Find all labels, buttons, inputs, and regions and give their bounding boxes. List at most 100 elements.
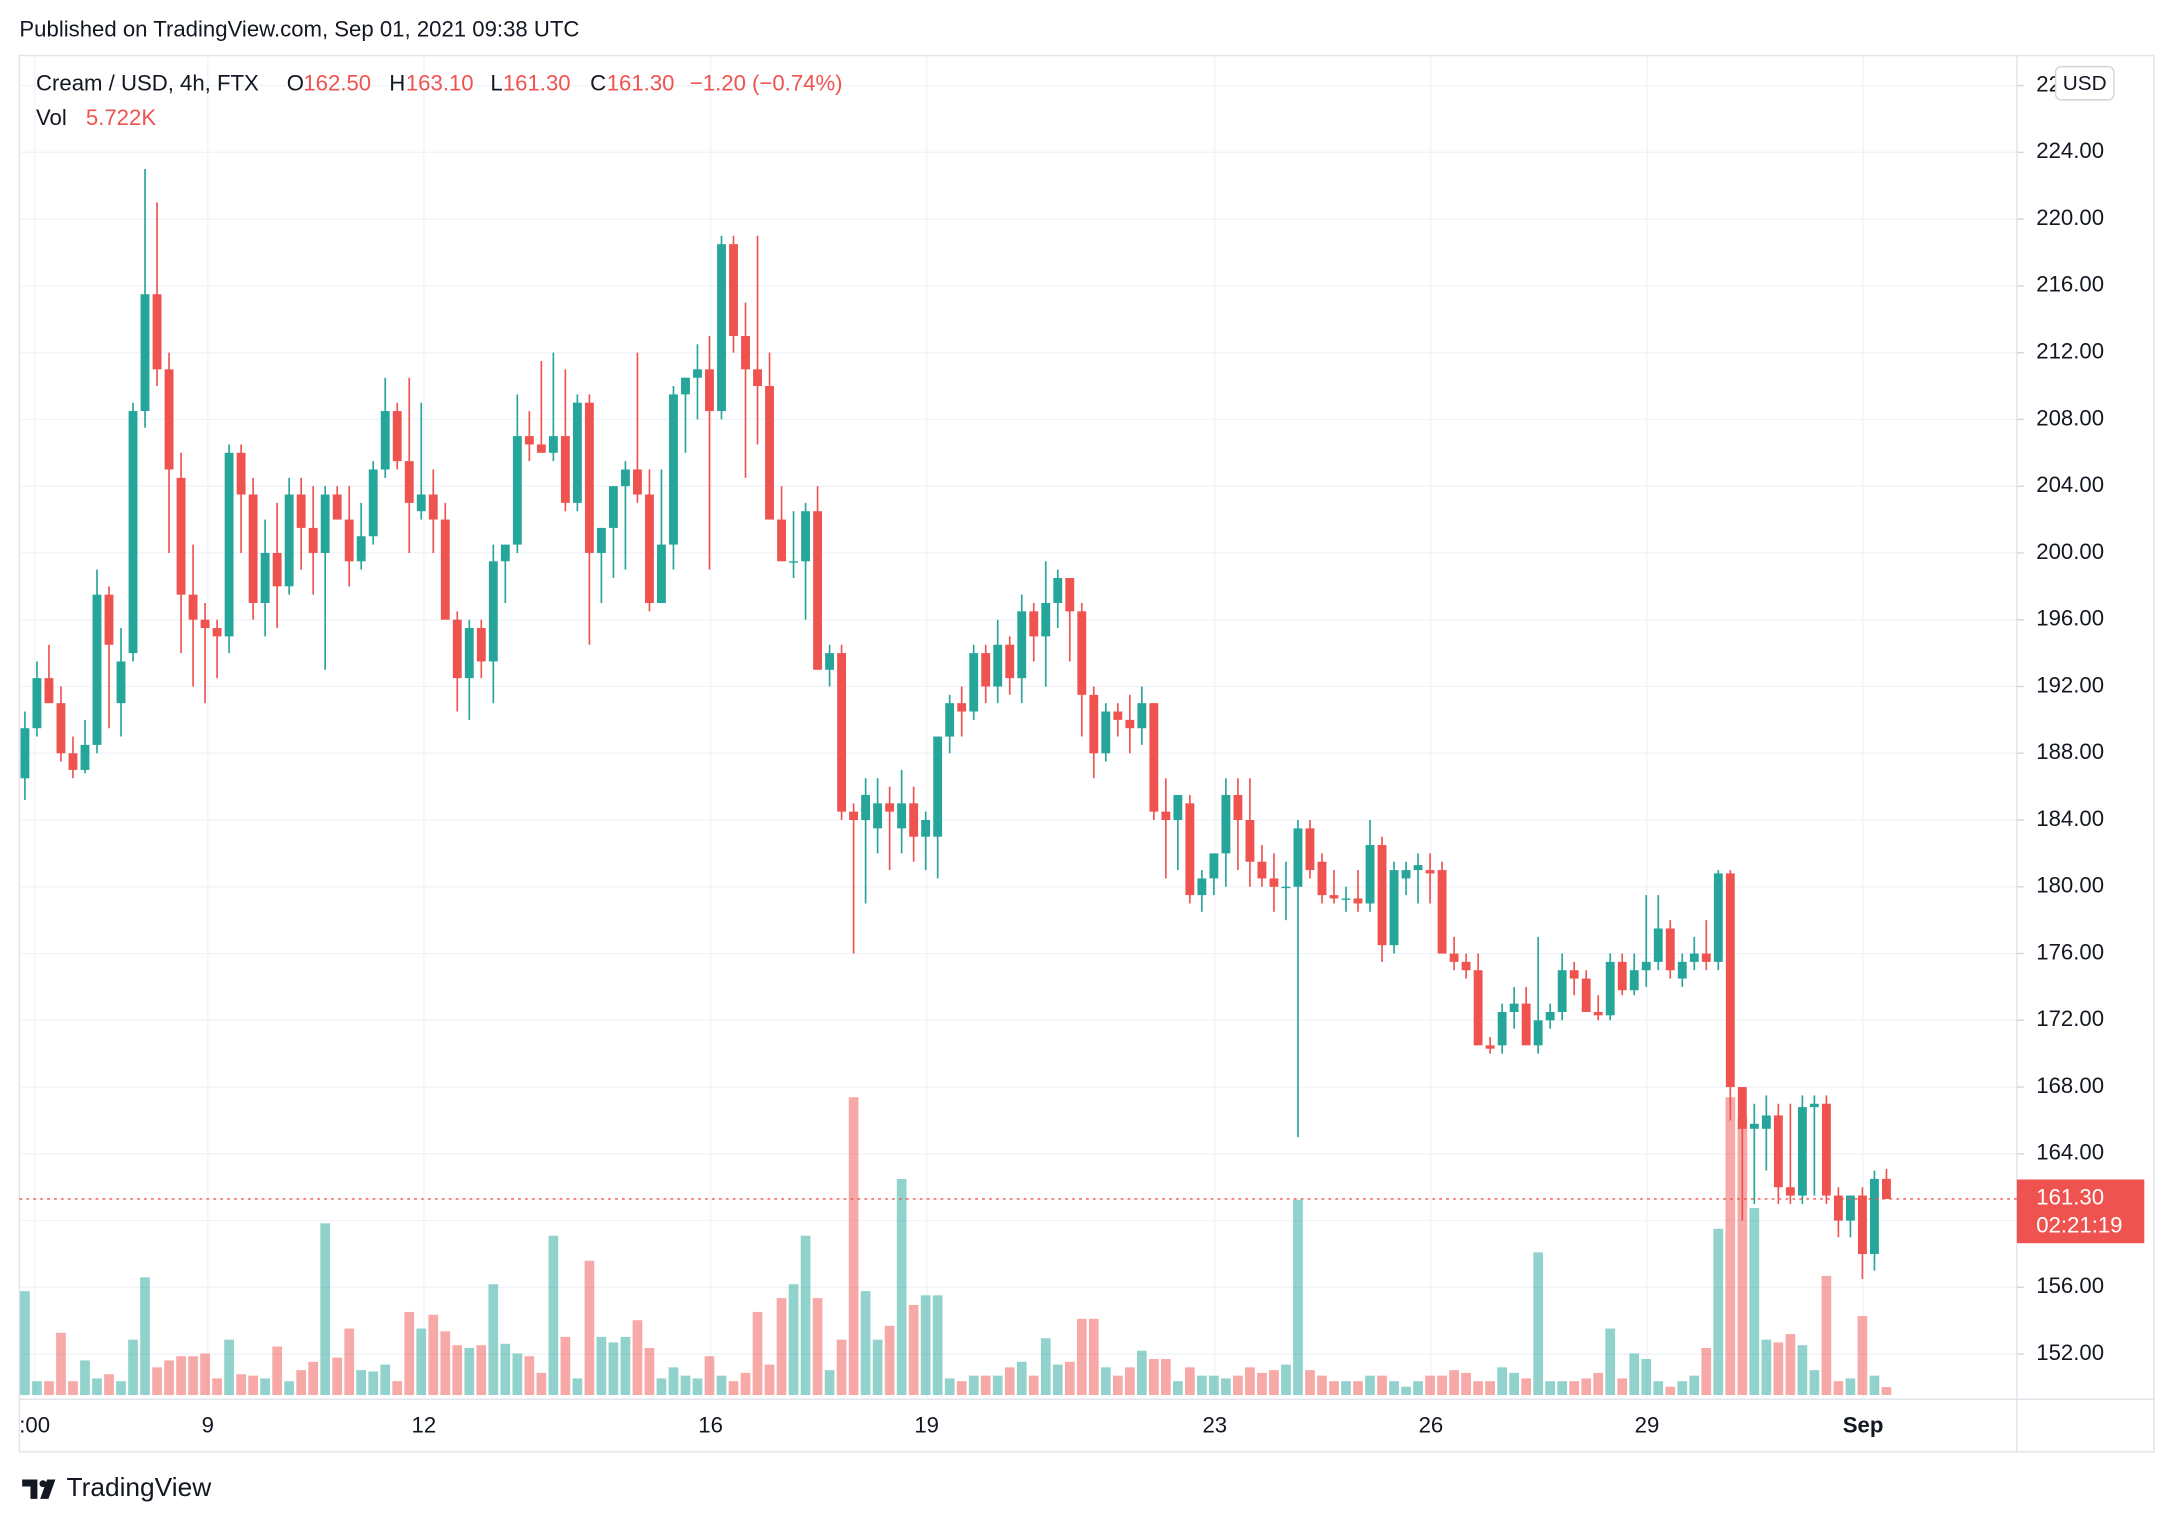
- volume-bar: [800, 1235, 811, 1396]
- candle-body: [1821, 1103, 1831, 1196]
- currency-badge: [2054, 65, 2115, 101]
- volume-bar: [1341, 1381, 1351, 1396]
- y-tick-label: 164.00: [2036, 1140, 2104, 1165]
- volume-bar: [788, 1284, 799, 1396]
- candle-body: [1437, 870, 1447, 954]
- volume-bar: [1833, 1381, 1844, 1396]
- y-tick-label: 196.00: [2036, 606, 2104, 631]
- volume-bar: [1497, 1367, 1507, 1396]
- volume-bar: [1545, 1381, 1556, 1396]
- candle-body: [705, 369, 714, 412]
- candle-body: [248, 494, 258, 604]
- volume-bar: [1064, 1361, 1075, 1396]
- volume-bar: [1329, 1381, 1339, 1396]
- volume-bar: [692, 1378, 703, 1396]
- candle-body: [1197, 878, 1207, 896]
- candle-body: [1053, 577, 1063, 604]
- volume-bar: [1389, 1381, 1399, 1396]
- volume-bar: [428, 1314, 439, 1396]
- candle-body: [717, 244, 726, 412]
- candle-body: [440, 519, 450, 620]
- volume-bar: [1425, 1375, 1435, 1396]
- candle-body: [1809, 1103, 1819, 1108]
- candle-body: [344, 519, 354, 562]
- candle-body: [1233, 794, 1243, 821]
- volume-bar: [1245, 1367, 1255, 1396]
- candle-body: [1545, 1011, 1555, 1021]
- y-tick-label: 216.00: [2036, 272, 2104, 297]
- volume-bar: [584, 1260, 595, 1396]
- candle-body: [380, 411, 390, 470]
- y-tick-label: 192.00: [2036, 672, 2104, 697]
- x-tick-label: :00: [19, 1413, 50, 1438]
- candle-body: [116, 661, 126, 704]
- volume-bar: [1809, 1370, 1820, 1396]
- candle-body: [1173, 794, 1183, 821]
- legend-value: 162.50: [303, 70, 371, 95]
- candle-body: [356, 536, 366, 562]
- candle-body: [993, 644, 1003, 687]
- volume-bar: [560, 1336, 571, 1396]
- legend-key: H: [389, 70, 405, 95]
- volume-bar: [632, 1320, 643, 1396]
- candle-body: [128, 411, 138, 654]
- candle-body: [1485, 1045, 1495, 1049]
- candle-body: [1269, 878, 1279, 887]
- y-tick-label: 204.00: [2036, 472, 2104, 497]
- volume-bar: [1617, 1378, 1628, 1396]
- grid: [19, 55, 2017, 1400]
- volume-bar: [308, 1361, 319, 1396]
- volume-bar: [1797, 1345, 1808, 1396]
- candle-body: [320, 494, 330, 553]
- candle-body: [56, 703, 66, 754]
- y-tick-label: 168.00: [2036, 1073, 2104, 1098]
- y-tick-label: 220.00: [2036, 205, 2104, 230]
- candle-body: [1149, 703, 1159, 812]
- volume-bar: [1136, 1350, 1147, 1396]
- volume-bar: [908, 1305, 919, 1396]
- legend-value: 161.30: [503, 70, 571, 95]
- candle-body: [1737, 1087, 1747, 1129]
- candle-body: [1017, 611, 1027, 679]
- candle-body: [1509, 1003, 1519, 1012]
- volume-bar: [1148, 1359, 1159, 1396]
- volume-bar: [476, 1345, 487, 1396]
- volume-bar: [932, 1295, 943, 1396]
- candle-body: [284, 494, 294, 587]
- volume-bar: [860, 1291, 871, 1396]
- candle-body: [296, 494, 306, 528]
- candle-body: [1449, 953, 1459, 962]
- candle-body: [548, 436, 558, 453]
- volume-bar: [128, 1339, 138, 1396]
- candle-body: [1497, 1011, 1507, 1046]
- candle-body: [428, 494, 438, 520]
- volume-bar: [956, 1381, 967, 1396]
- candles: [20, 169, 1891, 1280]
- y-tick-label: 180.00: [2036, 873, 2104, 898]
- candle-body: [1161, 811, 1171, 821]
- candle-body: [1785, 1187, 1795, 1196]
- volume-bar: [1593, 1372, 1604, 1396]
- candle-body: [1377, 845, 1387, 946]
- volume-bar: [1161, 1359, 1171, 1396]
- y-tick-label: 176.00: [2036, 939, 2104, 964]
- volume-bar: [896, 1178, 907, 1396]
- volume-bar: [332, 1357, 343, 1396]
- candle-body: [512, 436, 522, 545]
- x-tick-label: 16: [698, 1413, 723, 1438]
- candle-body: [272, 552, 282, 587]
- volume-bar: [32, 1381, 42, 1396]
- candle-body: [1341, 898, 1351, 900]
- candle-body: [476, 628, 486, 662]
- candle-body: [645, 494, 654, 604]
- candle-body: [1365, 845, 1375, 904]
- legend-change: −1.20 (−0.74%): [690, 70, 843, 95]
- volume-bar: [380, 1364, 391, 1396]
- y-tick-label: 212.00: [2036, 339, 2104, 364]
- volume-bar: [1365, 1375, 1375, 1396]
- volume-bar: [872, 1339, 883, 1396]
- volume-bar: [644, 1347, 655, 1396]
- candle-body: [596, 527, 606, 553]
- candle-body: [1797, 1107, 1807, 1196]
